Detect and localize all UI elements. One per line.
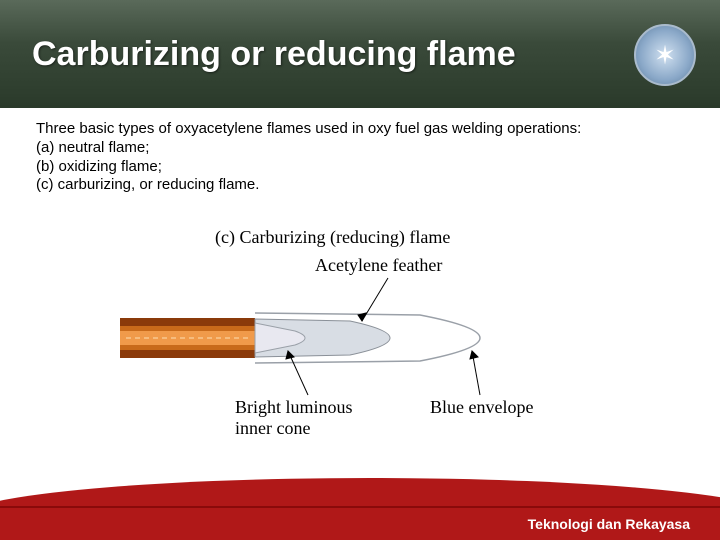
intro-item-a: (a) neutral flame; [36,139,684,158]
label-feather: Acetylene feather [315,255,442,276]
footer-text: Teknologi dan Rekayasa [528,516,690,532]
torch-tip [120,318,255,358]
content-area: Three basic types of oxyacetylene flames… [0,108,720,443]
slide-header: Carburizing or reducing flame ✶ [0,0,720,108]
logo-glyph: ✶ [654,40,676,71]
slide-footer: Teknologi dan Rekayasa [0,506,720,540]
intro-item-b: (b) oxidizing flame; [36,158,684,177]
intro-item-c: (c) carburizing, or reducing flame. [36,176,684,195]
flame-diagram: (c) Carburizing (reducing) flame Acetyle… [120,223,600,443]
diagram-container: (c) Carburizing (reducing) flame Acetyle… [36,223,684,443]
caption-top: (c) Carburizing (reducing) flame [215,227,450,248]
label-inner: Bright luminous inner cone [235,397,353,439]
label-envelope: Blue envelope [430,397,533,418]
slide-title: Carburizing or reducing flame [32,35,516,74]
logo-emblem: ✶ [634,24,696,86]
intro-lead: Three basic types of oxyacetylene flames… [36,120,684,139]
intro-text: Three basic types of oxyacetylene flames… [36,120,684,195]
